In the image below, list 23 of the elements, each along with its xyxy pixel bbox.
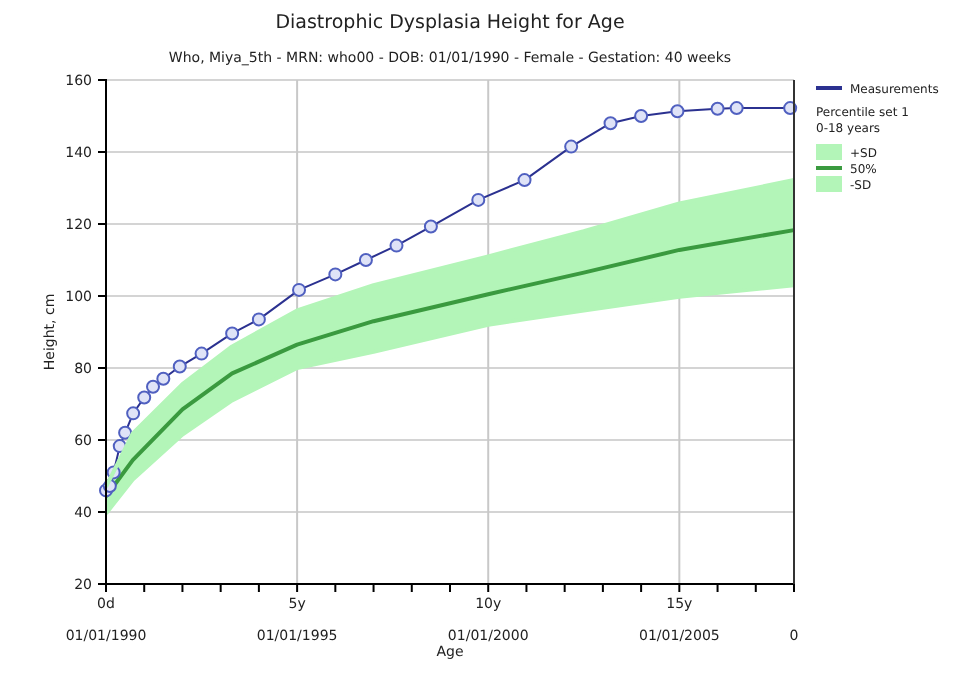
point [564, 139, 579, 154]
point [603, 116, 618, 131]
chart-title: Diastrophic Dysplasia Height for Age [275, 12, 625, 34]
point [118, 425, 133, 440]
point [710, 101, 725, 116]
point [389, 238, 404, 253]
point [670, 104, 685, 119]
point [156, 371, 171, 386]
point [126, 406, 141, 421]
point [194, 346, 209, 361]
point [328, 267, 343, 282]
point [517, 173, 532, 188]
point [729, 101, 744, 116]
point [634, 109, 649, 123]
point [172, 359, 187, 374]
point [137, 390, 152, 405]
point [146, 379, 161, 394]
point [225, 326, 240, 341]
point [423, 219, 438, 234]
point [358, 253, 373, 267]
point [292, 282, 307, 297]
point [471, 192, 486, 207]
point [251, 312, 266, 327]
